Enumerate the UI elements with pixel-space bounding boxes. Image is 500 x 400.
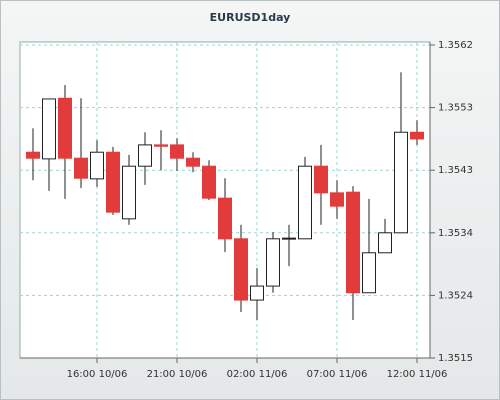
candle-body bbox=[266, 238, 280, 287]
x-tick-label: 21:00 10/06 bbox=[147, 369, 208, 380]
candle-body bbox=[218, 197, 232, 240]
candle-body bbox=[74, 157, 88, 179]
x-tick-label: 07:00 11/06 bbox=[307, 369, 368, 380]
candle-body bbox=[346, 191, 360, 294]
y-tick-label: 1.3553 bbox=[438, 103, 473, 114]
candle-body bbox=[234, 238, 248, 301]
candle-body bbox=[138, 144, 152, 167]
candle-body bbox=[250, 285, 264, 301]
candle-body bbox=[378, 232, 392, 254]
candle-body bbox=[394, 131, 408, 234]
candle-body bbox=[106, 151, 120, 213]
y-tick-label: 1.3543 bbox=[438, 165, 473, 176]
candle-body bbox=[26, 151, 40, 159]
candle-body bbox=[122, 165, 136, 220]
candle-body bbox=[42, 98, 56, 160]
candle-body bbox=[362, 252, 376, 294]
candle-body bbox=[282, 237, 296, 240]
candle-body bbox=[330, 192, 344, 207]
candle-body bbox=[186, 157, 200, 167]
y-tick-label: 1.3515 bbox=[438, 353, 473, 364]
y-tick-label: 1.3562 bbox=[438, 40, 473, 51]
x-tick-label: 12:00 11/06 bbox=[387, 369, 448, 380]
y-tick-label: 1.3524 bbox=[438, 290, 473, 301]
candle-body bbox=[170, 144, 184, 159]
x-tick-label: 02:00 11/06 bbox=[227, 369, 288, 380]
candle-body bbox=[410, 131, 424, 140]
candle-body bbox=[154, 144, 168, 147]
candle-body bbox=[298, 165, 312, 240]
candle-body bbox=[202, 165, 216, 199]
candle-body bbox=[314, 165, 328, 194]
x-tick-label: 16:00 10/06 bbox=[67, 369, 128, 380]
candle-body bbox=[90, 151, 104, 180]
candle-body bbox=[58, 97, 72, 159]
chart-title: EURUSD1day bbox=[210, 11, 291, 24]
y-tick-label: 1.3534 bbox=[438, 228, 473, 239]
